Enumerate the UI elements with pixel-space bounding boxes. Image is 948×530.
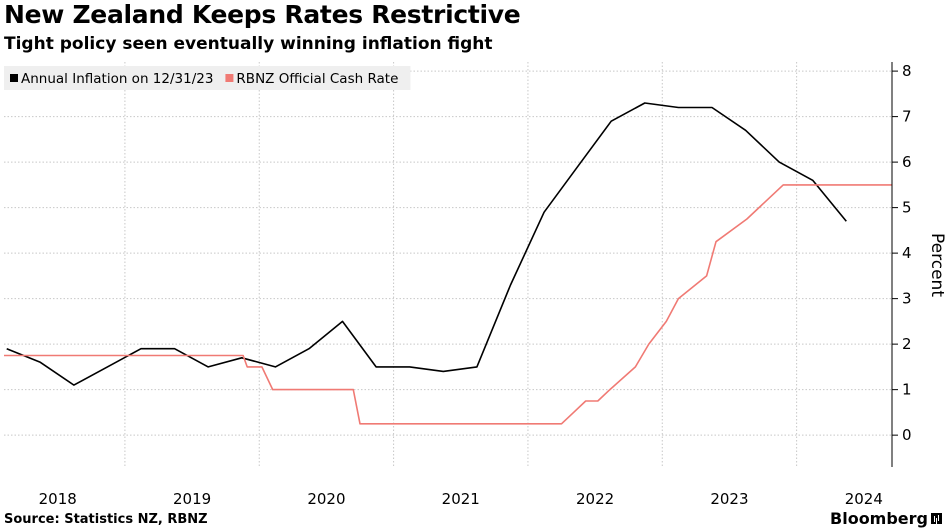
cash-rate-line <box>4 184 892 425</box>
x-tick-label: 2023 <box>710 490 748 508</box>
chart-subtitle: Tight policy seen eventually winning inf… <box>4 34 493 54</box>
source-note: Source: Statistics NZ, RBNZ <box>4 512 208 527</box>
brand-name: Bloomberg <box>830 509 928 528</box>
y-axis-label: Percent <box>927 233 947 297</box>
inflation-line <box>6 102 847 386</box>
y-tick-label: 2 <box>902 335 912 353</box>
gridlines <box>4 62 892 467</box>
y-tick-label: 0 <box>902 426 912 444</box>
legend-label-cash-rate: RBNZ Official Cash Rate <box>236 71 398 87</box>
x-tick-label: 2024 <box>845 490 883 508</box>
legend-label-inflation: Annual Inflation on 12/31/23 <box>21 71 213 87</box>
x-tick-label: 2018 <box>39 490 77 508</box>
legend-background <box>4 66 411 90</box>
chart-title: New Zealand Keeps Rates Restrictive <box>4 0 521 29</box>
y-tick-label: 1 <box>902 381 912 399</box>
x-tick-label: 2021 <box>442 490 480 508</box>
series-lines <box>4 102 892 425</box>
legend: Annual Inflation on 12/31/23 RBNZ Officia… <box>4 66 411 90</box>
legend-swatch-inflation <box>10 74 18 82</box>
brand-logo: Bloomberg <box>830 509 942 528</box>
axes: 0 1 2 3 4 5 6 7 8 2018 2019 2020 2021 2022 2023 2024 Per… <box>39 62 947 508</box>
y-tick-label: 6 <box>902 153 912 171</box>
y-tick-label: 7 <box>902 108 912 126</box>
y-tick-label: 8 <box>902 62 912 80</box>
bloomberg-terminal-icon <box>931 513 942 524</box>
legend-swatch-cash-rate <box>225 74 234 82</box>
x-tick-label: 2019 <box>173 490 211 508</box>
x-tick-label: 2022 <box>576 490 614 508</box>
x-tick-label: 2020 <box>307 490 345 508</box>
y-tick-label: 4 <box>902 244 912 262</box>
y-tick-label: 3 <box>902 290 912 308</box>
y-tick-label: 5 <box>902 199 912 217</box>
